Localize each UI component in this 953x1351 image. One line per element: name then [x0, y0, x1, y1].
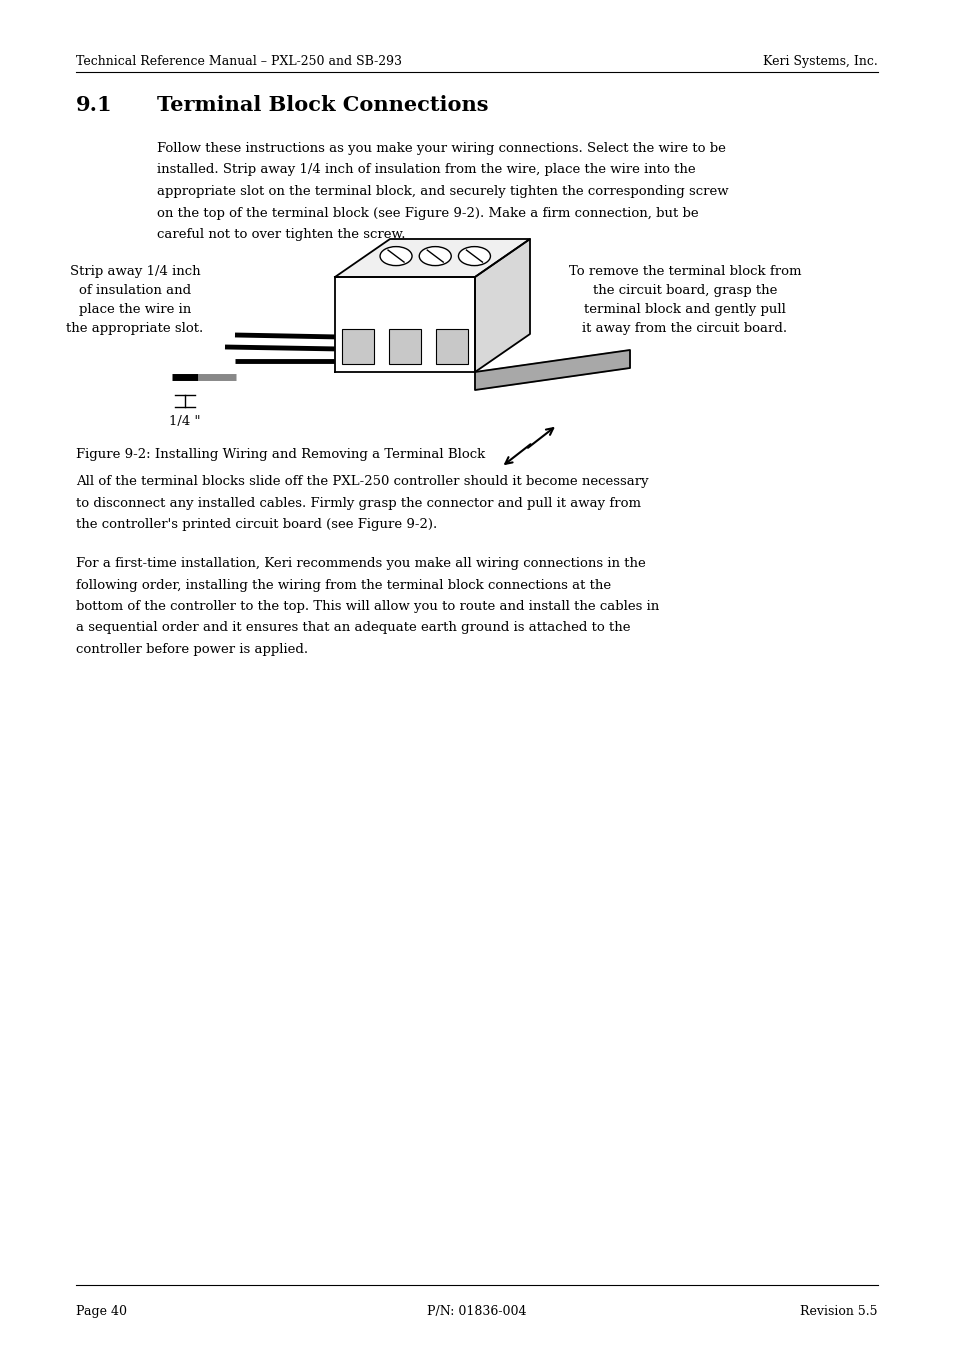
Text: on the top of the terminal block (see Figure 9-2). Make a firm connection, but b: on the top of the terminal block (see Fi…: [157, 207, 698, 219]
Text: Follow these instructions as you make your wiring connections. Select the wire t: Follow these instructions as you make yo…: [157, 142, 725, 155]
Text: P/N: 01836-004: P/N: 01836-004: [427, 1305, 526, 1319]
Text: To remove the terminal block from
the circuit board, grasp the
terminal block an: To remove the terminal block from the ci…: [568, 265, 801, 335]
Text: installed. Strip away 1/4 inch of insulation from the wire, place the wire into : installed. Strip away 1/4 inch of insula…: [157, 163, 695, 177]
Polygon shape: [475, 239, 530, 372]
Text: Revision 5.5: Revision 5.5: [800, 1305, 877, 1319]
Text: bottom of the controller to the top. This will allow you to route and install th: bottom of the controller to the top. Thi…: [76, 600, 659, 613]
Ellipse shape: [458, 247, 490, 266]
Bar: [389, 330, 420, 363]
Text: Terminal Block Connections: Terminal Block Connections: [157, 95, 488, 115]
Text: Figure 9-2: Installing Wiring and Removing a Terminal Block: Figure 9-2: Installing Wiring and Removi…: [76, 449, 485, 461]
Text: 1/4 ": 1/4 ": [169, 415, 200, 428]
Text: Page 40: Page 40: [76, 1305, 127, 1319]
Bar: [341, 330, 374, 363]
Text: careful not to over tighten the screw.: careful not to over tighten the screw.: [157, 228, 405, 240]
Text: following order, installing the wiring from the terminal block connections at th: following order, installing the wiring f…: [76, 578, 611, 592]
Bar: [436, 330, 468, 363]
Polygon shape: [475, 350, 629, 390]
Text: a sequential order and it ensures that an adequate earth ground is attached to t: a sequential order and it ensures that a…: [76, 621, 630, 635]
Polygon shape: [335, 277, 475, 372]
Text: 9.1: 9.1: [76, 95, 112, 115]
Text: Technical Reference Manual – PXL-250 and SB-293: Technical Reference Manual – PXL-250 and…: [76, 55, 401, 68]
Text: controller before power is applied.: controller before power is applied.: [76, 643, 308, 657]
Text: to disconnect any installed cables. Firmly grasp the connector and pull it away : to disconnect any installed cables. Firm…: [76, 497, 640, 509]
Polygon shape: [335, 239, 530, 277]
Text: appropriate slot on the terminal block, and securely tighten the corresponding s: appropriate slot on the terminal block, …: [157, 185, 728, 199]
Text: Strip away 1/4 inch
of insulation and
place the wire in
the appropriate slot.: Strip away 1/4 inch of insulation and pl…: [67, 265, 203, 335]
Text: All of the terminal blocks slide off the PXL-250 controller should it become nec: All of the terminal blocks slide off the…: [76, 476, 648, 488]
Text: the controller's printed circuit board (see Figure 9-2).: the controller's printed circuit board (…: [76, 517, 436, 531]
Ellipse shape: [379, 247, 412, 266]
Text: Keri Systems, Inc.: Keri Systems, Inc.: [762, 55, 877, 68]
Ellipse shape: [418, 247, 451, 266]
Text: For a first-time installation, Keri recommends you make all wiring connections i: For a first-time installation, Keri reco…: [76, 557, 645, 570]
